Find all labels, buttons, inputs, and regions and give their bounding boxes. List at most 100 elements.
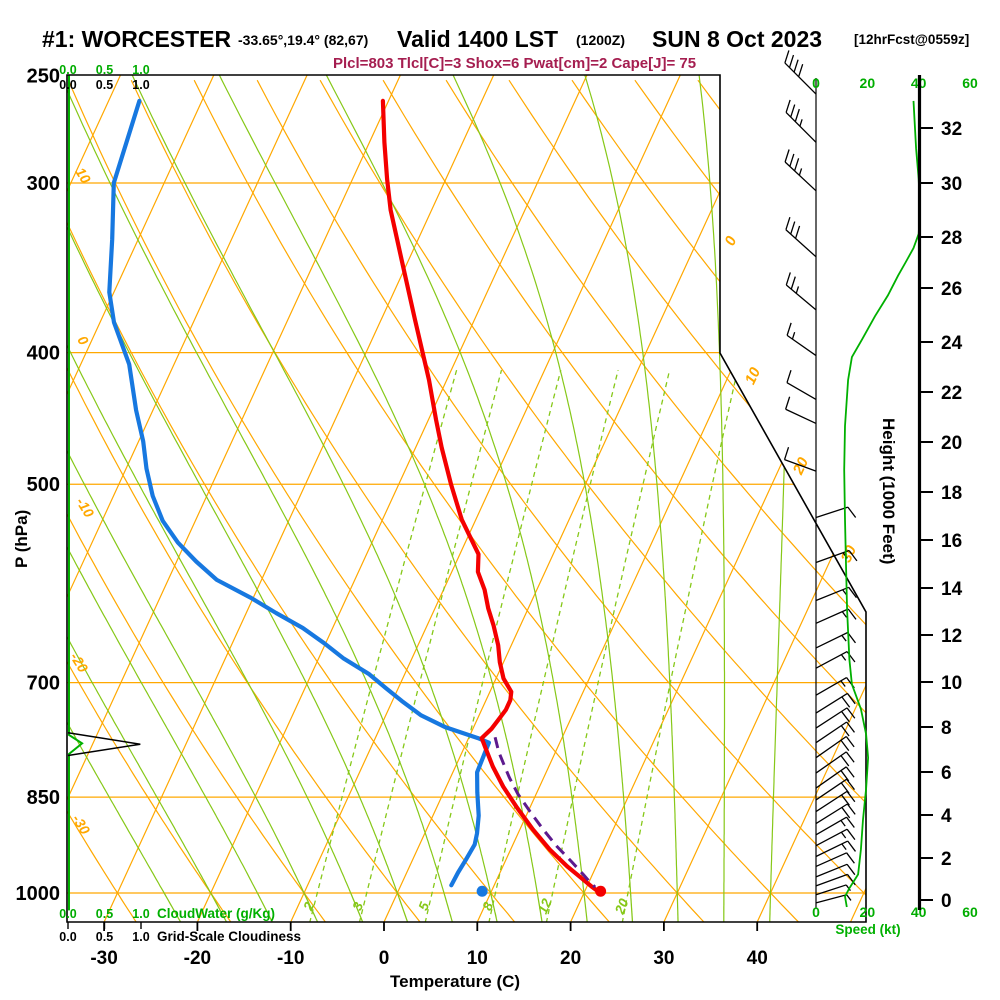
dry-adiabat-line: [67, 79, 422, 922]
dry-adiabat-label: -30: [69, 812, 93, 838]
wind-barb-half: [845, 884, 852, 892]
wind-barb-staff: [815, 651, 848, 669]
moist-adiabat-line: [698, 75, 726, 922]
isotherm-label: 30: [838, 542, 861, 565]
isotherm-line: [67, 75, 128, 922]
wind-barb-staff: [785, 229, 817, 258]
moist-adiabat-line: [67, 75, 319, 922]
dry-adiabat-line: [319, 79, 866, 922]
wind-barb-half: [798, 168, 803, 176]
height-tick-label: 14: [941, 579, 963, 600]
dry-adiabat-line: [256, 79, 866, 922]
wind-barb-half: [840, 680, 846, 687]
dry-adiabat-line: [571, 79, 866, 922]
cloud-water-profile: [68, 75, 84, 911]
wind-barb-full: [846, 803, 856, 815]
cloudiness-scale-top: 1.0: [132, 78, 149, 92]
height-tick-label: 0: [941, 891, 952, 912]
wind-barb-staff: [786, 382, 817, 400]
wind-barb: [785, 396, 817, 425]
cloudiness-scale-top: 0.0: [59, 78, 76, 92]
dry-adiabat-line: [193, 79, 800, 922]
speed-scale-bottom: 60: [962, 904, 978, 920]
wind-barb-staff: [815, 863, 848, 878]
wind-barb: [815, 828, 856, 847]
isotherm-label: 10: [742, 364, 765, 387]
wind-barb-full: [846, 721, 855, 733]
wind-barb-staff: [815, 894, 847, 904]
cloudwater-scale-bottom: 0.5: [96, 907, 113, 921]
wind-barb-full: [845, 766, 855, 778]
virtual-temperature-curve: [493, 736, 597, 889]
temperature-tick-label: 0: [379, 948, 390, 969]
speed-scale-bottom: 40: [911, 904, 927, 920]
moist-adiabat-line: [582, 75, 679, 922]
dewpoint-curve: [107, 98, 491, 888]
cloudwater-scale-top: 1.0: [132, 63, 149, 77]
moist-adiabat-line: [67, 75, 182, 922]
cloudwater-scale-top: 0.5: [96, 63, 113, 77]
wind-barb-full: [790, 104, 796, 118]
mixing-ratio-line: [308, 369, 458, 922]
height-tick-label: 30: [941, 174, 962, 195]
wind-barb: [815, 873, 856, 887]
wind-barb-full: [784, 149, 790, 163]
wind-barb-half: [840, 820, 846, 827]
moist-adiabat-line: [216, 75, 543, 922]
pressure-tick-label: 1000: [16, 883, 61, 905]
temperature-curve: [380, 98, 600, 894]
wind-barb-full: [785, 217, 791, 230]
surface-temperature-marker: [595, 885, 607, 897]
temperature-tick-label: 40: [747, 948, 768, 969]
cloudwater-scale-top: 0.0: [59, 63, 76, 77]
wind-barb: [815, 707, 856, 729]
plot-border: [66, 74, 867, 923]
wind-barb-full: [841, 696, 851, 708]
wind-barb: [786, 369, 817, 400]
height-tick-label: 22: [941, 383, 962, 404]
wind-barb-full: [793, 158, 800, 172]
height-tick-label: 8: [941, 718, 952, 739]
mixing-ratio-line: [358, 369, 503, 922]
page-title: #1: WORCESTER: [42, 26, 232, 52]
wind-barb: [783, 446, 817, 472]
wind-barb: [815, 884, 852, 896]
wind-barb: [785, 99, 817, 143]
wind-barb-full: [847, 608, 857, 620]
wind-barb: [815, 894, 852, 904]
cloudiness-scale-bottom: 1.0: [132, 930, 149, 944]
sounding-indices: Plcl=803 Tlcl[C]=3 Shox=6 Pwat[cm]=2 Cap…: [333, 55, 697, 72]
wind-barb-full: [846, 790, 856, 803]
isotherm-line: [570, 75, 866, 922]
wind-barb-half: [799, 119, 803, 127]
pressure-tick-label: 850: [27, 787, 60, 809]
wind-barb-full: [784, 50, 790, 64]
wind-barb: [815, 863, 856, 878]
wind-barb-full: [847, 840, 857, 852]
wind-barb: [815, 721, 855, 744]
wind-barb-full: [785, 99, 791, 113]
isotherm-line: [756, 75, 866, 922]
wind-barb-staff: [815, 873, 848, 887]
wind-barb: [815, 816, 855, 836]
wind-barb-full: [790, 221, 796, 235]
wind-barb-half: [841, 634, 847, 642]
wind-barb: [815, 790, 856, 813]
dry-adiabat-label: -20: [67, 650, 91, 676]
height-tick-label: 26: [941, 279, 962, 300]
speed-scale-bottom: 0: [812, 904, 820, 920]
wind-barb-half: [841, 843, 847, 851]
mixing-ratio-label: 3: [349, 900, 366, 913]
cloud-profiles: [67, 75, 141, 911]
height-tick-label: 28: [941, 228, 962, 249]
wind-barb-staff: [815, 506, 849, 519]
wind-barb: [815, 506, 857, 519]
pressure-tick-label: 250: [27, 65, 60, 87]
sounding-curves: [107, 98, 600, 894]
wind-barb-staff: [815, 676, 847, 696]
mixing-ratio-line: [488, 369, 619, 922]
height-tick-label: 4: [941, 806, 952, 827]
cloudiness-scale-bottom: 0.5: [96, 930, 113, 944]
